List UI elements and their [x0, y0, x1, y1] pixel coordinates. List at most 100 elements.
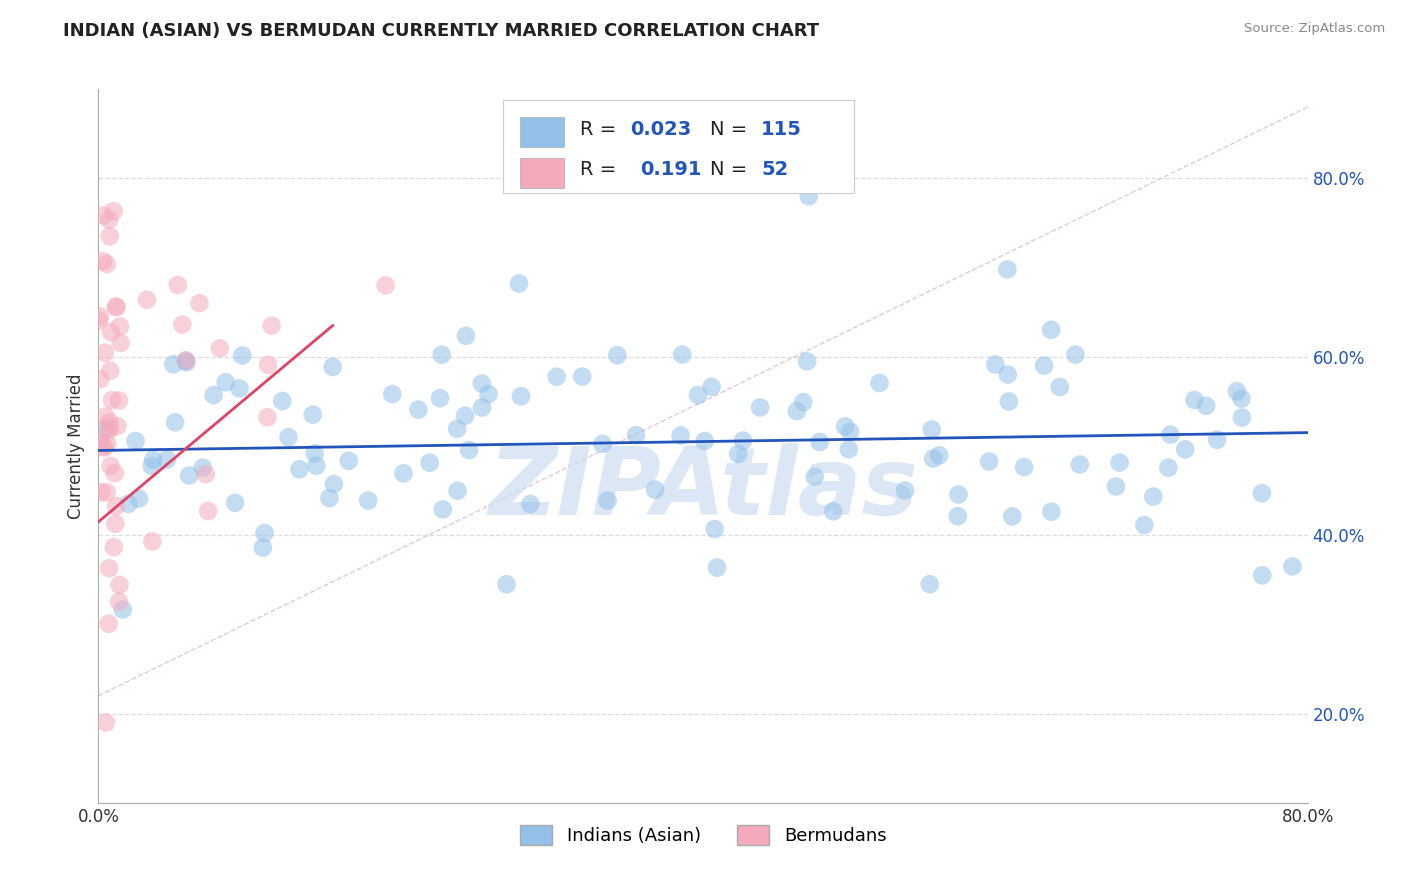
Point — [1033, 359, 1056, 373]
Point — [946, 509, 969, 524]
Point — [108, 319, 131, 334]
Point — [98, 421, 121, 435]
Point — [188, 296, 211, 310]
Point — [1064, 348, 1087, 362]
Point — [644, 483, 666, 497]
Point — [471, 376, 494, 391]
Text: 0.191: 0.191 — [640, 161, 702, 179]
Point — [731, 434, 754, 448]
Point — [921, 422, 943, 436]
Point — [477, 387, 499, 401]
Point — [669, 428, 692, 442]
Point — [749, 401, 772, 415]
Point — [141, 534, 163, 549]
Point — [105, 300, 128, 314]
Point — [87, 313, 110, 327]
Point — [808, 435, 831, 450]
Point — [803, 469, 825, 483]
Point — [1159, 427, 1181, 442]
Point — [174, 353, 197, 368]
Point — [228, 381, 250, 395]
Text: 52: 52 — [761, 161, 789, 179]
Point — [191, 460, 214, 475]
Point — [408, 402, 430, 417]
Point — [301, 408, 323, 422]
Point — [97, 616, 120, 631]
Point — [1281, 559, 1303, 574]
Point — [1142, 490, 1164, 504]
Point — [1206, 433, 1229, 447]
Point — [256, 410, 278, 425]
Point — [510, 389, 533, 403]
Point — [671, 347, 693, 361]
Point — [571, 369, 593, 384]
Point — [1230, 410, 1253, 425]
Text: Source: ZipAtlas.com: Source: ZipAtlas.com — [1244, 22, 1385, 36]
Point — [98, 212, 121, 227]
Point — [166, 277, 188, 292]
Point — [162, 357, 184, 371]
Point — [208, 341, 231, 355]
Point — [176, 355, 198, 369]
Point — [1133, 518, 1156, 533]
Point — [89, 310, 111, 324]
Point — [165, 415, 187, 429]
Point — [979, 454, 1001, 468]
Text: R =: R = — [579, 120, 623, 138]
Point — [998, 394, 1021, 409]
Point — [706, 560, 728, 574]
Point — [108, 578, 131, 592]
Point — [93, 441, 115, 455]
Point — [392, 467, 415, 481]
Point — [231, 349, 253, 363]
Point — [1251, 486, 1274, 500]
Point — [277, 430, 299, 444]
Point — [108, 393, 131, 408]
Point — [1040, 505, 1063, 519]
Point — [90, 485, 112, 500]
Point — [430, 348, 453, 362]
Point — [89, 434, 111, 449]
Point — [322, 477, 344, 491]
Point — [202, 388, 225, 402]
Point — [686, 388, 709, 402]
Point — [100, 458, 122, 473]
Point — [591, 437, 613, 451]
Point — [337, 454, 360, 468]
Point — [796, 354, 818, 368]
Point — [271, 394, 294, 409]
Point — [984, 358, 1007, 372]
Point — [928, 448, 950, 462]
Point — [894, 483, 917, 498]
Point — [104, 516, 127, 531]
Point — [101, 392, 124, 407]
Text: 0.023: 0.023 — [630, 120, 692, 138]
Point — [110, 335, 132, 350]
Y-axis label: Currently Married: Currently Married — [66, 373, 84, 519]
Text: INDIAN (ASIAN) VS BERMUDAN CURRENTLY MARRIED CORRELATION CHART: INDIAN (ASIAN) VS BERMUDAN CURRENTLY MAR… — [63, 22, 820, 40]
Point — [253, 526, 276, 541]
Point — [839, 425, 862, 439]
Point — [823, 504, 845, 518]
Point — [508, 277, 530, 291]
Point — [1251, 568, 1274, 582]
Point — [995, 262, 1018, 277]
Point — [91, 440, 114, 454]
Point — [700, 380, 723, 394]
Point — [1040, 323, 1063, 337]
Point — [108, 594, 131, 608]
Point — [454, 409, 477, 423]
Point — [91, 254, 114, 268]
Point — [922, 451, 945, 466]
Point — [1174, 442, 1197, 457]
Point — [1001, 509, 1024, 524]
Text: R =: R = — [579, 161, 628, 179]
Point — [156, 452, 179, 467]
Point — [141, 458, 163, 473]
Point — [918, 577, 941, 591]
Point — [1069, 458, 1091, 472]
Point — [174, 353, 197, 368]
Point — [792, 395, 814, 409]
Point — [322, 359, 344, 374]
Point — [107, 419, 129, 434]
